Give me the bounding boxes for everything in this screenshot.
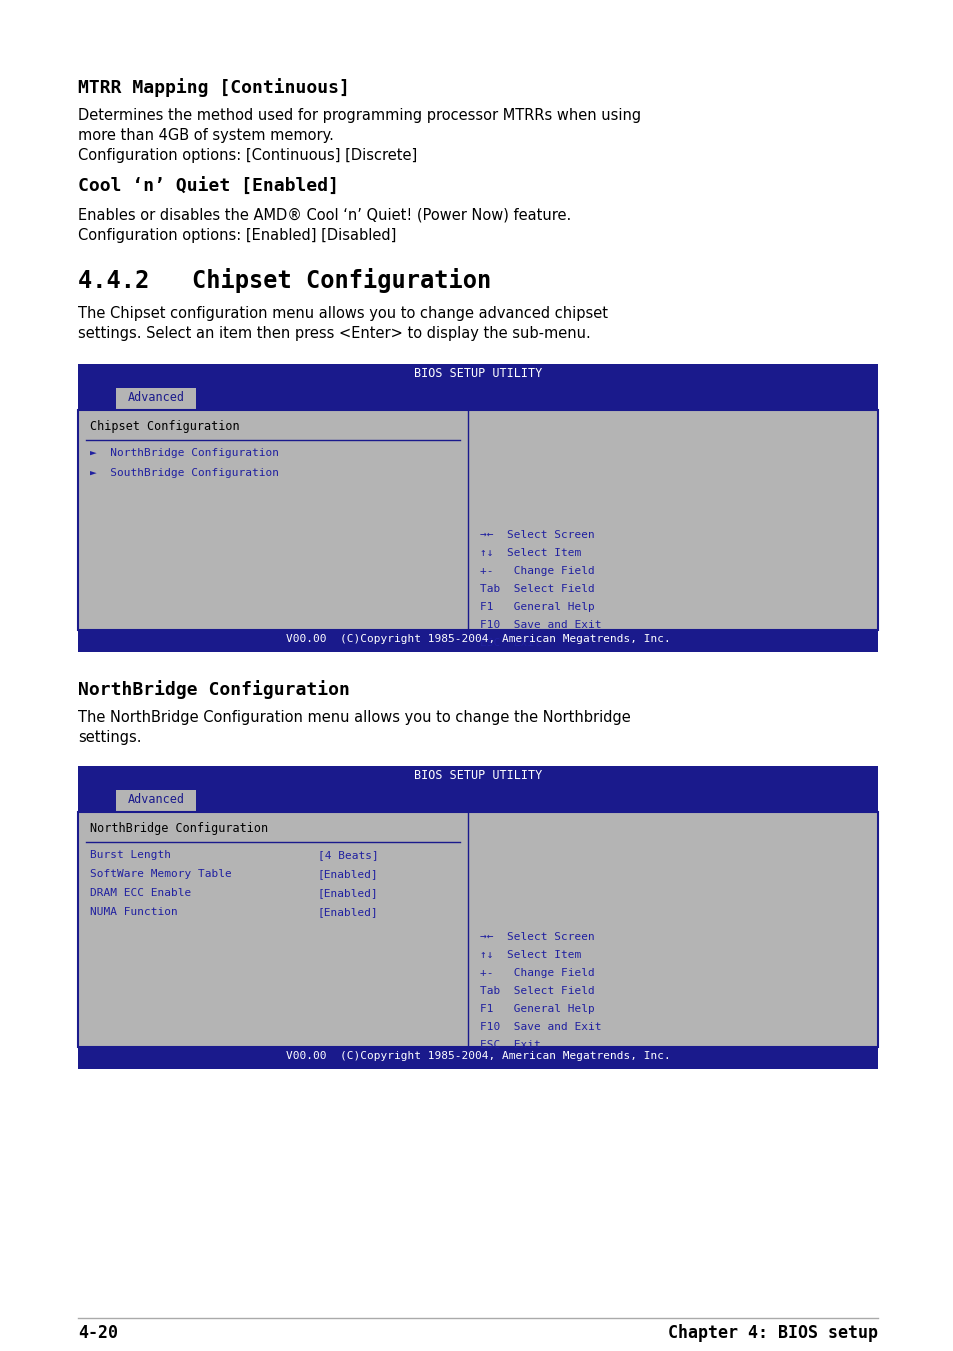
Text: →←  Select Screen: →← Select Screen xyxy=(479,530,594,540)
Bar xyxy=(78,766,877,1069)
Text: SoftWare Memory Table: SoftWare Memory Table xyxy=(90,869,232,880)
Text: Configuration options: [Continuous] [Discrete]: Configuration options: [Continuous] [Dis… xyxy=(78,149,416,163)
Text: Advanced: Advanced xyxy=(128,390,184,404)
Text: Cool ‘n’ Quiet [Enabled]: Cool ‘n’ Quiet [Enabled] xyxy=(78,178,338,196)
Text: settings. Select an item then press <Enter> to display the sub-menu.: settings. Select an item then press <Ent… xyxy=(78,326,590,340)
Text: V00.00  (C)Copyright 1985-2004, American Megatrends, Inc.: V00.00 (C)Copyright 1985-2004, American … xyxy=(285,1051,670,1061)
Bar xyxy=(78,409,877,630)
Bar xyxy=(116,388,195,409)
Text: Tab  Select Field: Tab Select Field xyxy=(479,986,594,996)
Text: [Enabled]: [Enabled] xyxy=(317,907,378,917)
Text: Burst Length: Burst Length xyxy=(90,850,171,861)
Bar xyxy=(78,1047,877,1069)
Text: DRAM ECC Enable: DRAM ECC Enable xyxy=(90,888,191,898)
Text: BIOS SETUP UTILITY: BIOS SETUP UTILITY xyxy=(414,769,541,782)
Text: The NorthBridge Configuration menu allows you to change the Northbridge: The NorthBridge Configuration menu allow… xyxy=(78,711,630,725)
Text: ESC  Exit: ESC Exit xyxy=(479,638,540,648)
Bar xyxy=(78,363,877,653)
Bar xyxy=(78,812,877,1047)
Text: Advanced: Advanced xyxy=(128,793,184,807)
Text: ↑↓  Select Item: ↑↓ Select Item xyxy=(479,950,580,961)
Text: NorthBridge Configuration: NorthBridge Configuration xyxy=(78,680,350,698)
Text: Enables or disables the AMD® Cool ‘n’ Quiet! (Power Now) feature.: Enables or disables the AMD® Cool ‘n’ Qu… xyxy=(78,208,571,223)
Text: MTRR Mapping [Continuous]: MTRR Mapping [Continuous] xyxy=(78,78,350,97)
Text: +-   Change Field: +- Change Field xyxy=(479,969,594,978)
Text: Configuration options: [Enabled] [Disabled]: Configuration options: [Enabled] [Disabl… xyxy=(78,228,395,243)
Bar xyxy=(78,812,877,1047)
Bar xyxy=(78,630,877,653)
Text: Tab  Select Field: Tab Select Field xyxy=(479,584,594,594)
Text: NorthBridge Configuration: NorthBridge Configuration xyxy=(90,821,268,835)
Text: ►  SouthBridge Configuration: ► SouthBridge Configuration xyxy=(90,467,278,478)
Text: The Chipset configuration menu allows you to change advanced chipset: The Chipset configuration menu allows yo… xyxy=(78,305,607,322)
Text: F10  Save and Exit: F10 Save and Exit xyxy=(479,1021,601,1032)
Text: [Enabled]: [Enabled] xyxy=(317,888,378,898)
Text: ►  NorthBridge Configuration: ► NorthBridge Configuration xyxy=(90,449,278,458)
Text: settings.: settings. xyxy=(78,730,141,744)
Text: ESC  Exit: ESC Exit xyxy=(479,1040,540,1050)
Text: →←  Select Screen: →← Select Screen xyxy=(479,932,594,942)
Text: F10  Save and Exit: F10 Save and Exit xyxy=(479,620,601,630)
Text: +-   Change Field: +- Change Field xyxy=(479,566,594,576)
Text: F1   General Help: F1 General Help xyxy=(479,603,594,612)
Text: more than 4GB of system memory.: more than 4GB of system memory. xyxy=(78,128,334,143)
Text: BIOS SETUP UTILITY: BIOS SETUP UTILITY xyxy=(414,367,541,380)
Text: 4.4.2   Chipset Configuration: 4.4.2 Chipset Configuration xyxy=(78,267,491,293)
Bar xyxy=(116,790,195,812)
Text: [Enabled]: [Enabled] xyxy=(317,869,378,880)
Text: V00.00  (C)Copyright 1985-2004, American Megatrends, Inc.: V00.00 (C)Copyright 1985-2004, American … xyxy=(285,634,670,644)
Text: Chapter 4: BIOS setup: Chapter 4: BIOS setup xyxy=(667,1324,877,1342)
Text: NUMA Function: NUMA Function xyxy=(90,907,177,917)
Text: Determines the method used for programming processor MTRRs when using: Determines the method used for programmi… xyxy=(78,108,640,123)
Text: Chipset Configuration: Chipset Configuration xyxy=(90,420,239,434)
Text: 4-20: 4-20 xyxy=(78,1324,118,1342)
Text: F1   General Help: F1 General Help xyxy=(479,1004,594,1015)
Bar xyxy=(78,409,877,630)
Text: ↑↓  Select Item: ↑↓ Select Item xyxy=(479,549,580,558)
Text: [4 Beats]: [4 Beats] xyxy=(317,850,378,861)
